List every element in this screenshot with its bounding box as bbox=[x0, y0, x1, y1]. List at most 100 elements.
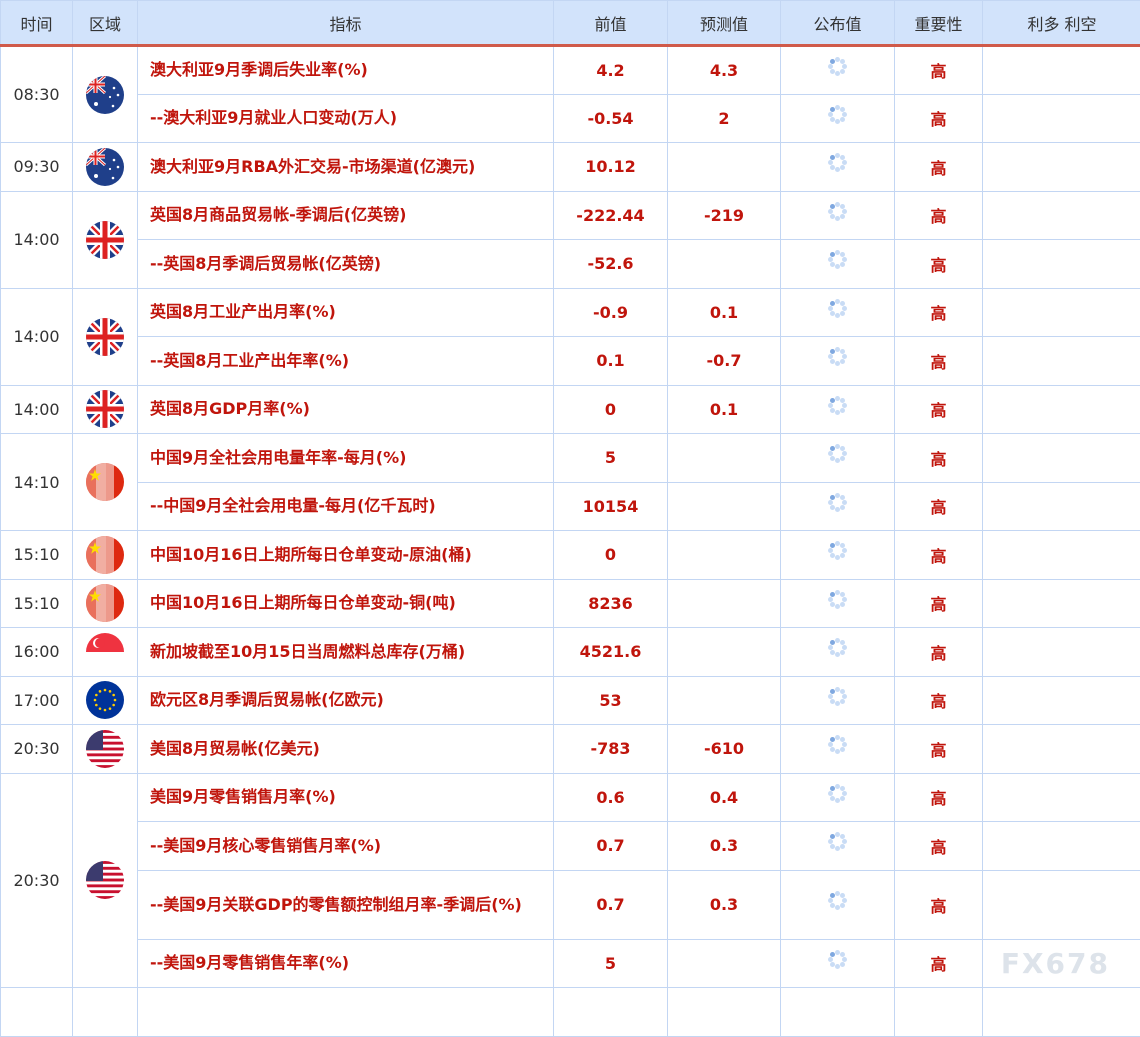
previous-value: 0 bbox=[554, 531, 668, 580]
indicator-link[interactable]: --英国8月季调后贸易帐(亿英镑) bbox=[138, 240, 554, 289]
indicator-link[interactable]: 欧元区8月季调后贸易帐(亿欧元) bbox=[138, 676, 554, 725]
indicator-link[interactable]: --美国9月关联GDP的零售额控制组月率-季调后(%) bbox=[138, 870, 554, 939]
indicator-link[interactable]: --美国9月零售销售年率(%) bbox=[138, 939, 554, 988]
impact-cell bbox=[983, 337, 1140, 386]
indicator-link[interactable]: 澳大利亚9月RBA外汇交易-市场渠道(亿澳元) bbox=[138, 143, 554, 192]
loading-spinner-icon bbox=[828, 735, 848, 755]
region-cell bbox=[73, 676, 138, 725]
region-cell bbox=[73, 531, 138, 580]
event-time: 14:00 bbox=[1, 385, 73, 434]
importance-value: 高 bbox=[895, 288, 983, 337]
impact-cell bbox=[983, 531, 1140, 580]
actual-value bbox=[781, 725, 895, 774]
event-time: 15:10 bbox=[1, 531, 73, 580]
region-cell bbox=[73, 579, 138, 628]
previous-value: 8236 bbox=[554, 579, 668, 628]
importance-value: 高 bbox=[895, 94, 983, 143]
loading-spinner-icon bbox=[828, 395, 848, 415]
importance-value: 高 bbox=[895, 822, 983, 871]
column-header[interactable]: 公布值 bbox=[781, 1, 895, 46]
column-header[interactable]: 重要性 bbox=[895, 1, 983, 46]
indicator-link[interactable]: --英国8月工业产出年率(%) bbox=[138, 337, 554, 386]
uk-flag-icon bbox=[86, 221, 124, 259]
column-header[interactable]: 区域 bbox=[73, 1, 138, 46]
impact-cell bbox=[983, 434, 1140, 483]
actual-value bbox=[781, 94, 895, 143]
forecast-value: 0.1 bbox=[668, 288, 781, 337]
indicator-link[interactable]: 新加坡截至10月15日当周燃料总库存(万桶) bbox=[138, 628, 554, 677]
forecast-value bbox=[668, 434, 781, 483]
column-header[interactable]: 指标 bbox=[138, 1, 554, 46]
column-header[interactable]: 前值 bbox=[554, 1, 668, 46]
forecast-value: -0.7 bbox=[668, 337, 781, 386]
loading-spinner-icon bbox=[828, 891, 848, 911]
importance-value: 高 bbox=[895, 773, 983, 822]
impact-cell bbox=[983, 579, 1140, 628]
column-header[interactable]: 利多 利空 bbox=[983, 1, 1140, 46]
impact-cell bbox=[983, 143, 1140, 192]
actual-value bbox=[781, 288, 895, 337]
forecast-value bbox=[668, 531, 781, 580]
actual-value bbox=[781, 46, 895, 95]
importance-value: 高 bbox=[895, 676, 983, 725]
forecast-value bbox=[668, 579, 781, 628]
forecast-value bbox=[668, 482, 781, 531]
column-header[interactable]: 预测值 bbox=[668, 1, 781, 46]
indicator-link[interactable]: --澳大利亚9月就业人口变动(万人) bbox=[138, 94, 554, 143]
importance-value: 高 bbox=[895, 482, 983, 531]
watermark: FX678 bbox=[1001, 947, 1110, 980]
loading-spinner-icon bbox=[828, 541, 848, 561]
indicator-link[interactable]: 美国8月贸易帐(亿美元) bbox=[138, 725, 554, 774]
australia-flag-icon bbox=[86, 76, 124, 114]
indicator-link[interactable]: 美国9月零售销售月率(%) bbox=[138, 773, 554, 822]
forecast-value bbox=[668, 676, 781, 725]
actual-value bbox=[781, 628, 895, 677]
region-cell bbox=[73, 773, 138, 988]
actual-value bbox=[781, 531, 895, 580]
previous-value: 0.1 bbox=[554, 337, 668, 386]
indicator-link[interactable]: 英国8月商品贸易帐-季调后(亿英镑) bbox=[138, 191, 554, 240]
indicator-link[interactable]: 英国8月工业产出月率(%) bbox=[138, 288, 554, 337]
previous-value: 4521.6 bbox=[554, 628, 668, 677]
loading-spinner-icon bbox=[828, 153, 848, 173]
indicator-link[interactable]: 英国8月GDP月率(%) bbox=[138, 385, 554, 434]
actual-value bbox=[781, 822, 895, 871]
eu-flag-icon bbox=[86, 681, 124, 719]
event-time: 14:00 bbox=[1, 288, 73, 385]
event-time: 16:00 bbox=[1, 628, 73, 677]
indicator-link[interactable]: --美国9月核心零售销售月率(%) bbox=[138, 822, 554, 871]
indicator-link[interactable]: 中国10月16日上期所每日仓单变动-原油(桶) bbox=[138, 531, 554, 580]
previous-value: 5 bbox=[554, 939, 668, 988]
impact-cell bbox=[983, 240, 1140, 289]
column-header[interactable]: 时间 bbox=[1, 1, 73, 46]
indicator-link[interactable]: 中国9月全社会用电量年率-每月(%) bbox=[138, 434, 554, 483]
loading-spinner-icon bbox=[828, 250, 848, 270]
previous-value: 4.2 bbox=[554, 46, 668, 95]
importance-value: 高 bbox=[895, 46, 983, 95]
impact-cell bbox=[983, 191, 1140, 240]
indicator-link[interactable]: --中国9月全社会用电量-每月(亿千瓦时) bbox=[138, 482, 554, 531]
impact-cell bbox=[983, 822, 1140, 871]
indicator-link[interactable]: 澳大利亚9月季调后失业率(%) bbox=[138, 46, 554, 95]
indicator-link[interactable]: 中国10月16日上期所每日仓单变动-铜(吨) bbox=[138, 579, 554, 628]
